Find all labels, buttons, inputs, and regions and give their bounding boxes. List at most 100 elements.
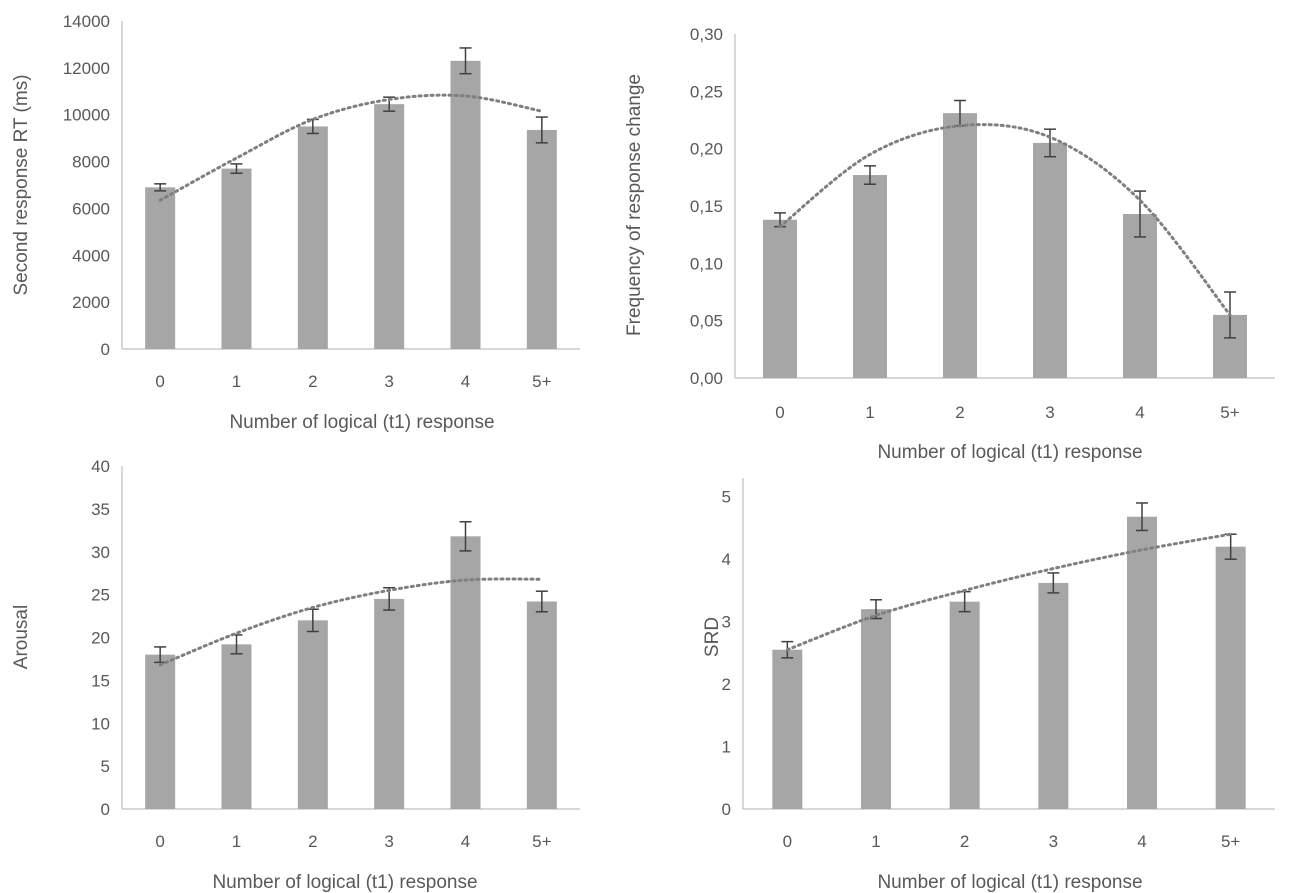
chart-panel-1: 0 2000 4000 6000 8000 10000 12000 14000 0 1 2 3 4 5+ N…	[11, 12, 580, 433]
x-tick-label: 5+	[532, 372, 551, 391]
x-axis-title: Number of logical (t1) response	[877, 442, 1142, 463]
y-tick-label: 10000	[63, 106, 110, 125]
bar	[1038, 582, 1069, 809]
error-bar	[1044, 128, 1056, 158]
x-tick-label: 5+	[1220, 403, 1239, 422]
x-tick-label: 3	[1049, 832, 1058, 851]
bar	[772, 649, 803, 809]
bar	[221, 168, 252, 349]
error-bar	[1134, 190, 1146, 238]
x-tick-label: 1	[232, 832, 241, 851]
y-axis-title: Arousal	[11, 605, 32, 669]
x-axis-title: Number of logical (t1) response	[212, 872, 477, 893]
y-tick-label: 0,05	[690, 312, 723, 331]
trendline	[158, 577, 544, 667]
bar	[297, 126, 328, 349]
y-tick-label: 25	[91, 586, 110, 605]
error-bar	[459, 47, 472, 75]
bar	[374, 598, 405, 809]
x-tick-label: 0	[775, 403, 784, 422]
y-tick-label: 0,25	[690, 82, 723, 101]
y-tick-label: 0,20	[690, 140, 723, 159]
bar	[145, 654, 176, 809]
x-tick-label: 5+	[532, 832, 551, 851]
x-tick-label: 4	[1135, 403, 1144, 422]
bar	[1123, 214, 1157, 378]
y-tick-label: 35	[91, 500, 110, 519]
bar	[949, 601, 980, 809]
x-axis-title: Number of logical (t1) response	[877, 872, 1142, 893]
y-tick-label: 0	[101, 800, 110, 819]
bar	[861, 609, 891, 809]
x-tick-label: 3	[384, 372, 393, 391]
error-bar	[535, 116, 548, 144]
y-tick-label: 0,15	[690, 197, 723, 216]
x-tick-label: 2	[960, 832, 969, 851]
y-axis-title: Frequency of response change	[624, 74, 645, 336]
bar	[450, 536, 481, 809]
x-tick-label: 4	[1137, 832, 1146, 851]
bar	[145, 187, 176, 349]
y-tick-label: 5	[722, 488, 731, 507]
y-tick-label: 1	[722, 738, 731, 757]
y-tick-label: 6000	[72, 199, 110, 218]
x-tick-label: 5+	[1221, 832, 1240, 851]
bar	[853, 175, 887, 378]
error-bar	[230, 163, 243, 175]
x-tick-label: 2	[955, 403, 964, 422]
y-tick-label: 8000	[72, 153, 110, 172]
bar	[526, 129, 557, 349]
y-tick-label: 15	[91, 671, 110, 690]
bar	[526, 601, 557, 809]
bar	[221, 644, 252, 809]
y-tick-label: 5	[101, 757, 110, 776]
x-tick-label: 2	[308, 832, 317, 851]
y-tick-label: 20	[91, 629, 110, 648]
error-bar	[459, 520, 472, 552]
x-tick-label: 4	[461, 832, 470, 851]
x-tick-label: 3	[1045, 403, 1054, 422]
x-tick-label: 2	[308, 372, 317, 391]
trendline	[158, 93, 544, 202]
error-bar	[1047, 572, 1060, 594]
y-tick-label: 3	[722, 613, 731, 632]
y-tick-label: 10	[91, 714, 110, 733]
x-tick-label: 0	[155, 372, 164, 391]
bar	[1127, 516, 1157, 809]
y-tick-label: 2000	[72, 293, 110, 312]
y-tick-label: 4000	[72, 246, 110, 265]
x-tick-label: 1	[865, 403, 874, 422]
x-tick-label: 1	[871, 832, 880, 851]
x-tick-label: 3	[384, 832, 393, 851]
y-axis-title: Second response RT (ms)	[11, 74, 32, 295]
x-tick-label: 0	[783, 832, 792, 851]
y-tick-label: 2	[722, 675, 731, 694]
x-tick-label: 1	[232, 372, 241, 391]
bar	[1215, 546, 1246, 809]
trendline	[778, 123, 1232, 317]
bar	[450, 60, 481, 349]
y-tick-label: 0,10	[690, 254, 723, 273]
y-tick-label: 12000	[63, 59, 110, 78]
x-axis-title: Number of logical (t1) response	[229, 412, 494, 433]
y-tick-label: 0,00	[690, 369, 723, 388]
y-axis-title: SRD	[702, 617, 723, 657]
bar	[1033, 142, 1067, 378]
y-tick-label: 40	[91, 457, 110, 476]
y-tick-label: 14000	[63, 12, 110, 31]
y-tick-label: 0	[101, 340, 110, 359]
error-bar	[864, 165, 876, 185]
bar	[374, 104, 405, 350]
chart-panel-3: 0 5 10 15 20 25 30 35 40 0 1 2 3 4 5+ Number of logical…	[11, 457, 580, 893]
error-bar	[535, 590, 548, 613]
error-bar	[154, 183, 167, 192]
y-tick-label: 0,30	[690, 25, 723, 44]
chart-panel-4: 0 1 2 3 4 5 0 1 2 3 4 5+ Number of logical (t1) resp…	[702, 478, 1275, 893]
bar	[763, 219, 797, 378]
x-tick-label: 4	[461, 372, 470, 391]
error-bar	[1136, 502, 1148, 532]
chart-panel-2: 0,00 0,05 0,10 0,15 0,20 0,25 0,30 0 1 2 3 4 5+ Numbe…	[624, 25, 1275, 463]
y-tick-label: 30	[91, 543, 110, 562]
bar	[297, 620, 328, 809]
